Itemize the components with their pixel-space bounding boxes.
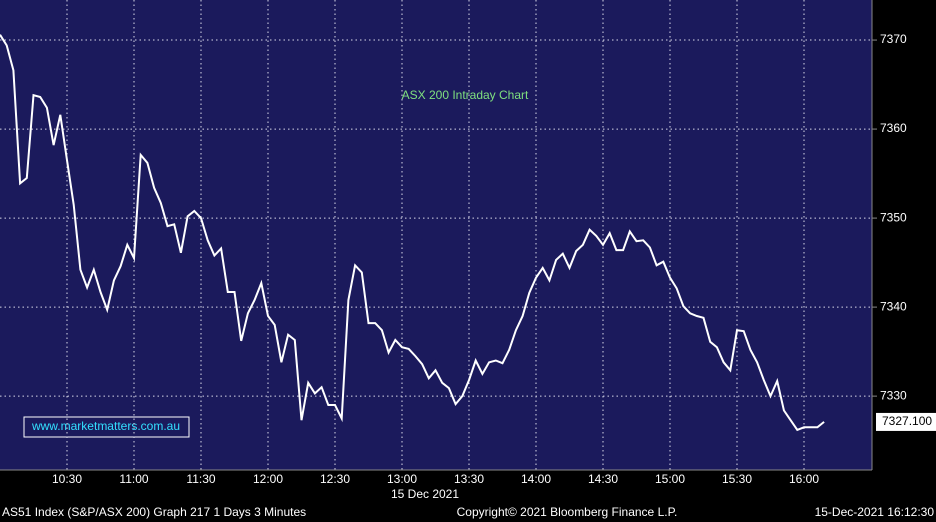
y-tick-label: 7350 <box>880 210 907 224</box>
x-tick-label: 12:30 <box>320 472 350 486</box>
watermark-box <box>23 416 190 438</box>
x-tick-label: 14:30 <box>588 472 618 486</box>
x-tick-label: 13:00 <box>387 472 417 486</box>
x-tick-label: 14:00 <box>521 472 551 486</box>
x-tick-label: 11:30 <box>186 472 215 486</box>
x-tick-label: 12:00 <box>253 472 283 486</box>
x-tick-label: 15:00 <box>655 472 685 486</box>
y-tick-label: 7340 <box>880 299 907 313</box>
watermark: www.marketmatters.com.au <box>31 419 180 433</box>
x-tick-label: 16:00 <box>789 472 819 486</box>
footer-center: Copyright© 2021 Bloomberg Finance L.P. <box>457 505 678 519</box>
footer-right: 15-Dec-2021 16:12:30 <box>815 505 935 519</box>
chart-title: ASX 200 Intraday Chart <box>402 88 529 102</box>
x-tick-label: 15:30 <box>722 472 752 486</box>
footer-left: AS51 Index (S&P/ASX 200) Graph 217 1 Day… <box>2 505 306 519</box>
date-label: 15 Dec 2021 <box>391 487 459 501</box>
price-line <box>0 34 825 432</box>
last-value-label: 7327.100 <box>882 414 932 428</box>
plot-area <box>0 0 872 470</box>
y-tick-label: 7360 <box>880 121 907 135</box>
y-tick-label: 7370 <box>880 32 907 46</box>
x-tick-label: 10:30 <box>52 472 82 486</box>
x-tick-label: 11:00 <box>119 472 148 486</box>
y-tick-label: 7330 <box>880 388 907 402</box>
last-value-box <box>876 412 936 431</box>
x-tick-label: 13:30 <box>454 472 484 486</box>
